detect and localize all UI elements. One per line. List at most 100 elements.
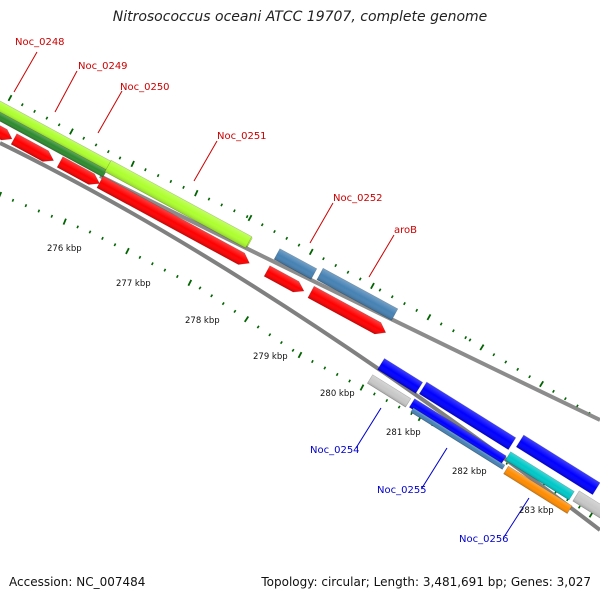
scale-label: 283 kbp <box>519 506 554 516</box>
steelblue-gene-arob <box>316 267 399 321</box>
tick-mark <box>163 268 167 272</box>
scale-label: 277 kbp <box>116 279 151 289</box>
tick-mark <box>563 397 567 401</box>
tick-mark <box>479 344 485 351</box>
leader-line <box>355 407 382 449</box>
tick-mark <box>50 214 54 218</box>
red-gene-noc0248 <box>0 121 13 141</box>
gene-label-noc0251[interactable]: Noc_0251 <box>217 131 267 142</box>
grey-band-noc0254 <box>366 374 412 408</box>
leader-line <box>54 70 78 113</box>
tick-mark <box>322 257 325 261</box>
label-leader-lines <box>13 51 530 538</box>
tick-mark <box>94 143 98 147</box>
tick-mark <box>69 128 74 135</box>
grey-band-end <box>572 490 600 523</box>
tick-mark <box>138 255 142 260</box>
tick-mark <box>492 353 496 357</box>
tick-arc-outer <box>7 94 591 415</box>
tick-mark <box>156 173 160 178</box>
cyan-band <box>504 451 575 501</box>
tick-mark <box>187 279 193 287</box>
tick-mark <box>62 218 67 225</box>
scale-labels: 276 kbp 277 kbp 278 kbp 279 kbp 280 kbp 281 k… <box>47 244 554 516</box>
gene-label-noc0250[interactable]: Noc_0250 <box>120 82 170 93</box>
tick-mark <box>125 247 130 255</box>
map-title: Nitrosococcus oceani ATCC 19707, complet… <box>112 9 488 25</box>
tick-mark <box>539 380 544 388</box>
lime-band-wide <box>104 159 253 249</box>
tick-mark <box>194 189 199 197</box>
scale-label: 282 kbp <box>452 467 487 477</box>
tick-mark <box>37 209 41 213</box>
leader-line <box>368 234 395 278</box>
scale-label: 280 kbp <box>320 389 355 399</box>
tick-mark <box>175 274 179 279</box>
tick-mark <box>452 329 455 333</box>
tick-mark <box>273 229 276 234</box>
tick-mark <box>210 294 214 298</box>
gene-label-noc0255[interactable]: Noc_0255 <box>377 485 427 496</box>
tick-arc-inner <box>0 191 594 518</box>
red-gene-noc0252 <box>263 265 305 293</box>
tick-mark <box>504 360 508 364</box>
scale-label: 281 kbp <box>386 428 421 438</box>
tick-mark <box>233 309 237 313</box>
topology-text: Topology: circular; Length: 3,481,691 bp… <box>261 575 591 589</box>
leader-line <box>421 447 448 489</box>
tick-mark <box>268 333 272 337</box>
gene-label-noc0252[interactable]: Noc_0252 <box>333 193 383 204</box>
tick-mark <box>385 398 389 403</box>
tick-mark <box>82 136 86 140</box>
tick-mark <box>439 322 443 326</box>
tick-mark <box>358 277 362 281</box>
tick-mark <box>577 505 581 509</box>
tick-mark <box>11 198 15 202</box>
tick-mark <box>106 150 110 154</box>
tick-mark <box>323 366 327 370</box>
tick-mark <box>113 243 117 247</box>
red-gene-noc0250 <box>56 156 101 185</box>
tick-mark <box>279 340 283 345</box>
scale-label: 278 kbp <box>185 316 220 326</box>
blue-gene-c <box>515 434 600 496</box>
tick-mark <box>45 116 49 120</box>
tick-mark <box>245 215 249 219</box>
tick-mark <box>260 223 264 227</box>
tick-mark <box>426 313 432 321</box>
tick-mark <box>348 379 351 383</box>
tick-mark <box>291 348 295 352</box>
tick-mark <box>221 301 225 306</box>
red-gene-arob <box>307 285 387 335</box>
tick-mark <box>220 203 224 207</box>
tick-mark <box>468 338 472 342</box>
tick-mark <box>285 236 289 240</box>
gene-label-noc0254[interactable]: Noc_0254 <box>310 445 360 456</box>
tick-mark <box>297 351 303 359</box>
tick-mark <box>308 248 314 256</box>
orange-band <box>503 465 573 514</box>
red-gene-noc0251 <box>96 175 250 265</box>
tick-mark <box>516 367 520 371</box>
gene-label-noc0256[interactable]: Noc_0256 <box>459 534 509 545</box>
gene-label-noc0248[interactable]: Noc_0248 <box>15 37 65 48</box>
tick-mark <box>370 282 375 290</box>
leader-line <box>309 202 334 244</box>
tick-mark <box>33 109 36 114</box>
gene-label-noc0249[interactable]: Noc_0249 <box>78 61 128 72</box>
gene-label-arob[interactable]: aroB <box>394 225 417 236</box>
tick-mark <box>24 204 28 208</box>
tick-dots <box>0 94 594 518</box>
red-gene-noc0249 <box>10 133 55 162</box>
scale-label: 279 kbp <box>253 352 288 362</box>
tick-mark <box>57 123 61 127</box>
tick-mark <box>390 295 394 299</box>
tick-mark <box>76 225 79 229</box>
leader-line <box>503 497 530 538</box>
tick-mark <box>169 179 173 184</box>
accession-text: Accession: NC_007484 <box>9 575 146 589</box>
blue-gene-b <box>418 381 517 450</box>
tick-mark <box>144 168 147 172</box>
steelblue-gene-noc0255 <box>410 407 506 470</box>
